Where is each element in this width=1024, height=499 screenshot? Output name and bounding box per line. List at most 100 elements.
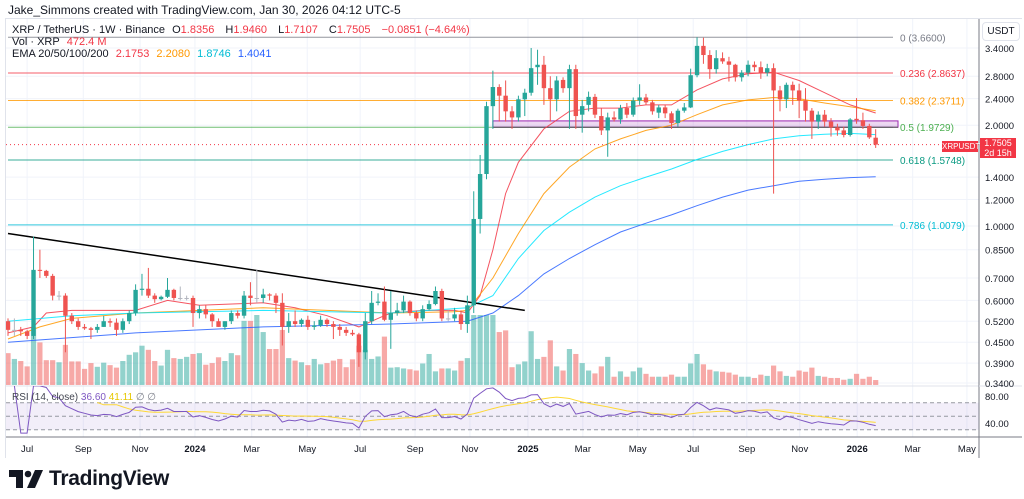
candle-body [745,64,751,73]
volume-bar [522,361,528,385]
volume-bar [305,365,311,385]
volume-bar [611,376,617,385]
candle-body [446,318,451,320]
volume-bar [694,353,700,385]
volume-bar [515,364,521,385]
candle-body [713,58,719,70]
volume-bar [241,320,247,385]
volume-bar [324,363,330,385]
candle-body [203,309,208,315]
bar-countdown: 2d 15h [984,148,1012,158]
volume-bar [254,315,260,385]
candle-body [286,321,291,327]
candle-body [318,319,323,326]
candle-body [528,68,534,93]
volume-bar [152,361,158,385]
candle-body [516,99,521,118]
candle-body [248,295,253,298]
volume-bar [164,349,171,385]
ema100-value: 1.8746 [197,48,231,60]
volume-bar [445,368,451,385]
candle-body [158,296,164,300]
candle-body [222,321,228,327]
price-tick-label: 0.5200 [985,317,1014,328]
candle-body [50,275,55,296]
axes: 3.4000 2.8000 2.4000 2.0000 1.4000 1.2000 1.00… [6,19,1022,458]
candle-body [733,64,738,78]
candle-body [777,90,783,100]
volume-bar [260,332,266,385]
candle-body [835,127,840,131]
candle-body [503,95,508,112]
candle-body [280,302,285,327]
candle-body [31,269,36,336]
volume-bar [828,377,834,385]
volume-bar [739,376,745,385]
candle-body [586,96,591,105]
volume-bar [592,373,598,385]
volume-bars [6,315,879,385]
last-price-value: 1.7505 [984,138,1012,148]
candle-body [337,326,342,330]
volume-label: Vol · XRP [12,36,60,48]
volume-bar [420,363,426,385]
volume-bar [656,376,662,385]
candle-body [12,329,17,331]
fib-level-label: 0.786 (1.0079) [900,221,965,232]
candle-body [273,295,279,303]
symbol-info: XRP / TetherUS · 1W · Binance [12,24,166,36]
candle-body [624,108,630,115]
candle-body [229,313,234,322]
candle-body [726,61,732,65]
candle-body [184,297,189,299]
volume-bar [707,369,713,385]
volume-bar [6,353,11,385]
candle-body [675,110,681,124]
candle-body [860,120,866,126]
volume-bar [496,332,502,385]
time-tick-label: Mar [244,444,260,455]
ema100-line [7,132,876,322]
trendline[interactable] [7,232,525,312]
volume-bar [605,356,611,385]
fib-level-label: 0.382 (2.3711) [900,96,964,107]
volume-bar [107,365,113,385]
volume-bar [75,361,81,385]
candle-body [375,301,381,303]
volume-bar [50,360,56,385]
candle-body [758,67,764,73]
candle-body [854,118,859,121]
volume-bar [847,378,853,385]
candle-body [720,58,725,62]
volume-bar [713,371,719,385]
candle-body [152,295,157,300]
volume-bar [598,366,604,385]
price-tick-label: 1.4000 [985,173,1014,184]
volume-bar [764,375,770,385]
volume-bar [662,376,668,385]
volume-bar [81,368,88,385]
symbol-legend[interactable]: XRP / TetherUS · 1W · Binance O1.8356 H1… [12,24,474,36]
candle-body [382,301,387,320]
candle-body [420,309,425,319]
volume-bar [190,353,196,385]
volume-bar [503,330,509,385]
tradingview-logo[interactable]: TradingView [9,467,169,491]
volume-legend[interactable]: Vol · XRP 472.4 M [12,36,111,48]
fib-level-label: 0 (3.6600) [900,33,946,44]
currency-button[interactable]: USDT [982,22,1020,41]
volume-bar [483,315,490,385]
candle-body [484,106,489,175]
candle-body [95,326,100,330]
volume-bar [292,360,298,385]
candle-body [350,332,355,335]
hidden-value-icon: ∅ ∅ [135,392,157,403]
candle-body [107,321,113,323]
volume-bar [649,376,655,385]
candle-body [535,64,540,68]
candle-body [867,125,872,138]
rsi-legend[interactable]: RSI (14, close) 36.60 41.11 ∅ ∅ [12,392,156,403]
volume-bar [362,349,368,385]
ema-legend[interactable]: EMA 20/50/100/200 2.1753 2.2080 1.8746 1… [12,48,276,60]
